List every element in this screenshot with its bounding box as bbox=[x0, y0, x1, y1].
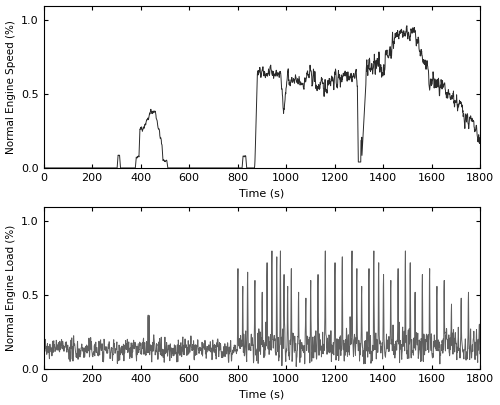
Y-axis label: Normal Engine Load (%): Normal Engine Load (%) bbox=[6, 225, 16, 351]
X-axis label: Time (s): Time (s) bbox=[240, 390, 284, 399]
Y-axis label: Normal Engine Speed (%): Normal Engine Speed (%) bbox=[6, 20, 16, 153]
X-axis label: Time (s): Time (s) bbox=[240, 188, 284, 198]
